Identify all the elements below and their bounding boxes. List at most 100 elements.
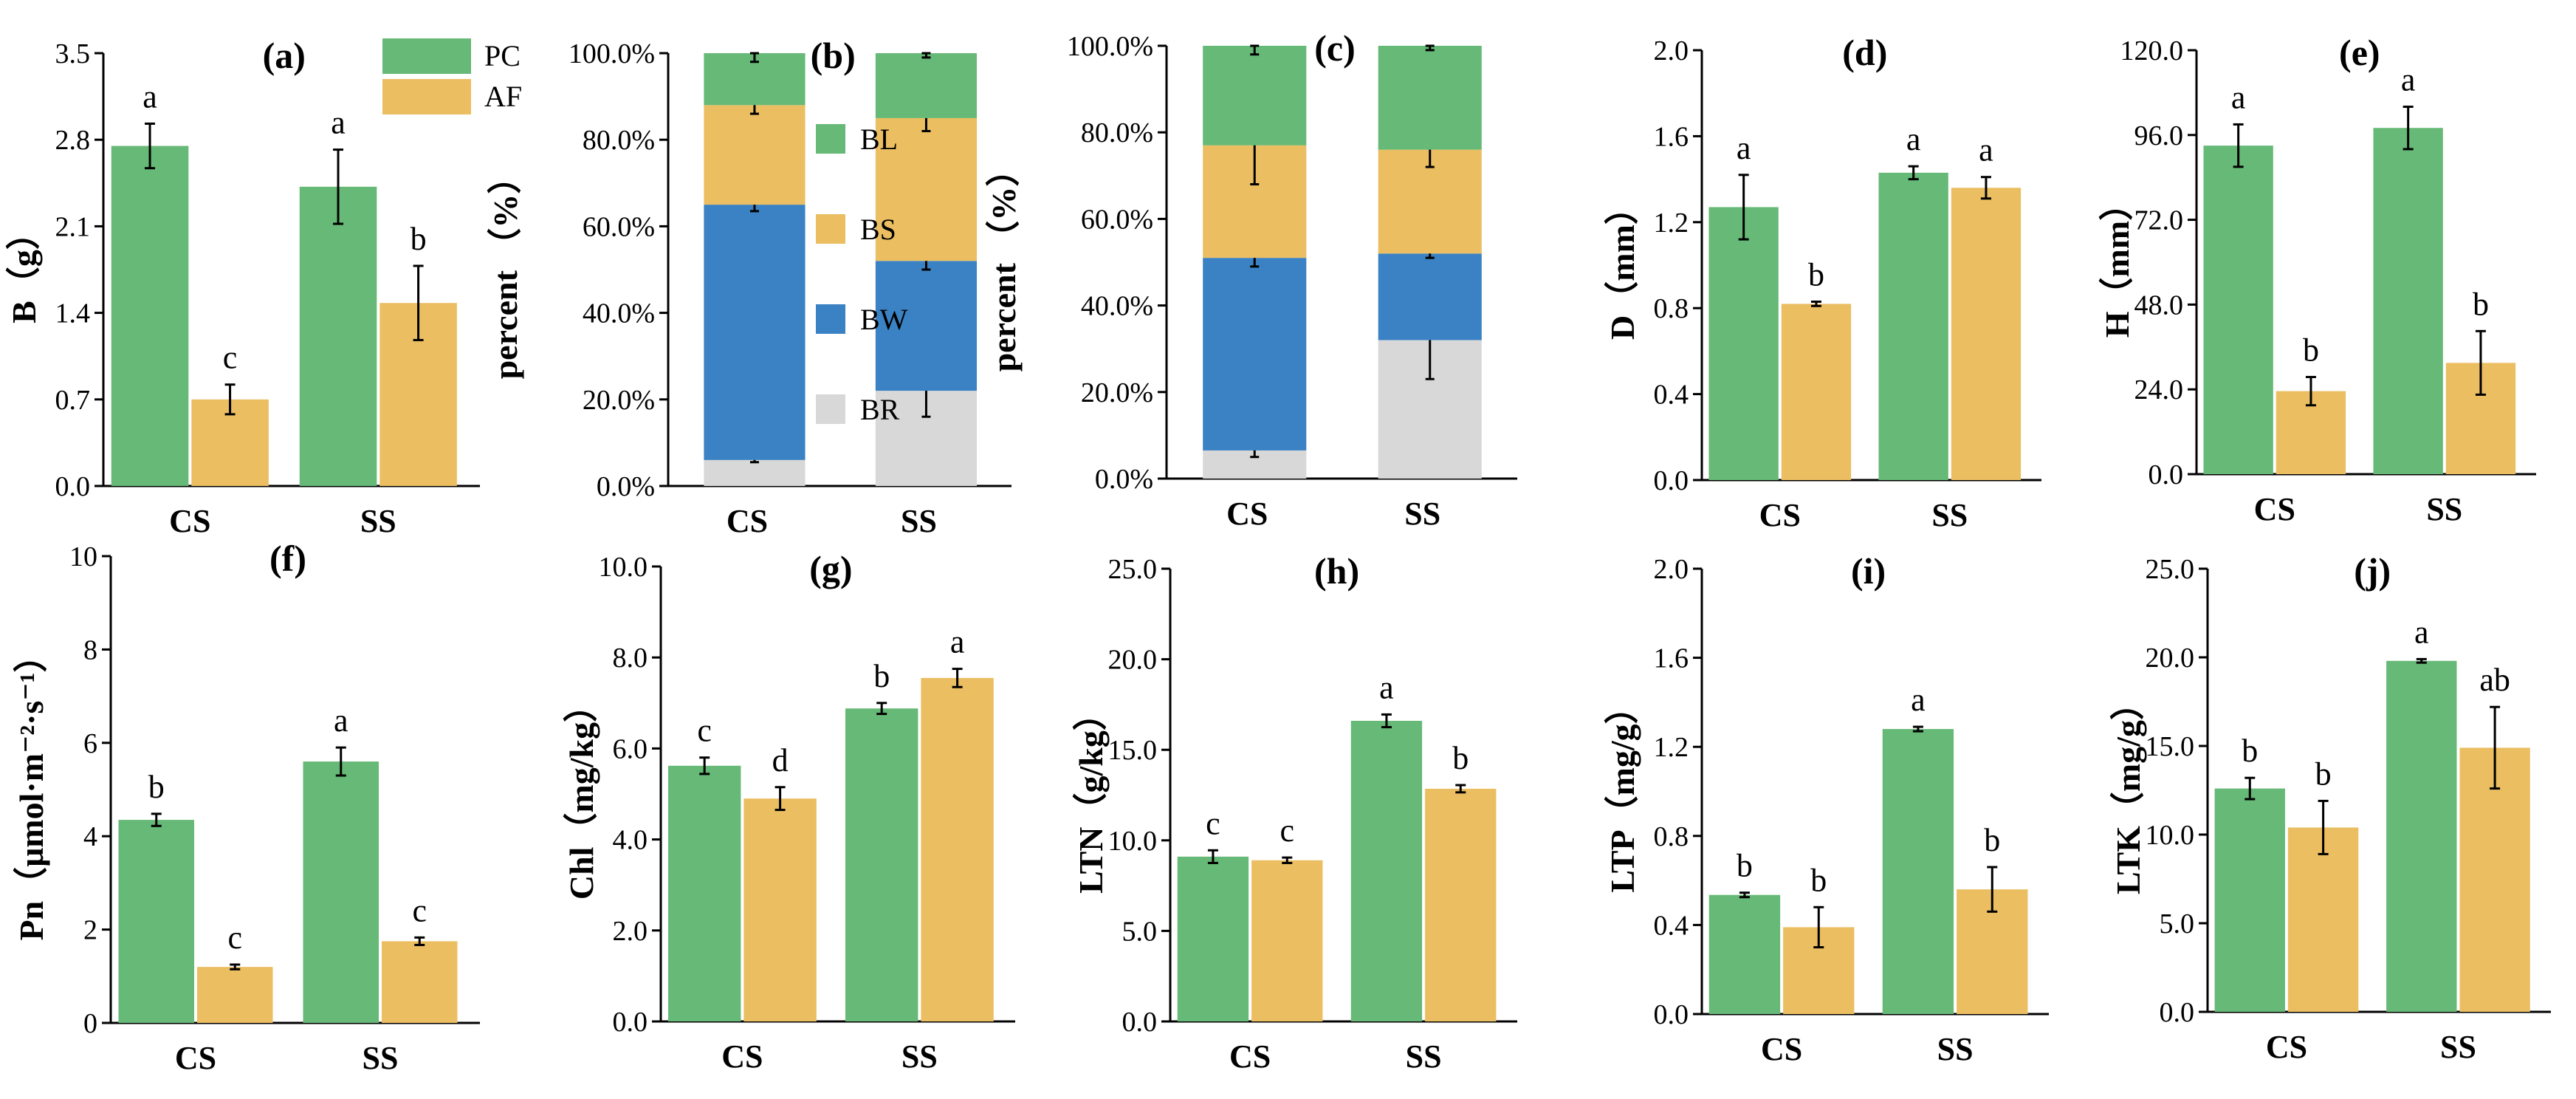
panel-label: (i) <box>1851 550 1886 592</box>
y-tick-label: 24.0 <box>2134 374 2184 405</box>
y-tick-label: 48.0 <box>2134 290 2184 321</box>
significance-letter: ab <box>2479 662 2510 698</box>
legend-swatch-bs <box>816 214 845 244</box>
significance-letter: a <box>2231 79 2246 115</box>
bar-pc <box>668 765 741 1021</box>
y-tick-label: 80.0% <box>1081 117 1153 148</box>
panel-label: (g) <box>809 548 852 589</box>
x-category-label: CS <box>721 1038 763 1075</box>
y-tick-label: 0.7 <box>55 385 91 416</box>
y-tick-label: 10 <box>69 541 97 572</box>
y-tick-label: 0.0 <box>1654 999 1689 1030</box>
y-tick-label: 2.8 <box>55 125 91 156</box>
y-tick-label: 0.0 <box>2149 459 2184 490</box>
significance-letter: b <box>1810 862 1827 898</box>
y-axis-label: LTP（mg/g） <box>1604 690 1641 892</box>
significance-letter: b <box>148 769 165 805</box>
bar-pc <box>1882 729 1954 1014</box>
y-tick-label: 60.0% <box>1081 204 1153 235</box>
y-tick-label: 6.0 <box>613 733 648 764</box>
y-tick-label: 6 <box>83 728 97 759</box>
significance-letter: b <box>1452 740 1469 776</box>
chart-panel-c: 0.0% 20.0% 40.0% 60.0% 80.0% 100.0% percent （%… <box>985 27 1517 532</box>
chart-panel-d: 0.0 0.4 0.8 1.2 1.6 2.0 D（mm） (d) CS SS a a b a <box>1604 32 2041 533</box>
x-category-label: SS <box>1404 496 1440 532</box>
significance-letter: c <box>697 713 712 749</box>
y-tick-label: 0.0% <box>597 471 655 502</box>
y-tick-label: 10.0 <box>1108 826 1158 857</box>
x-category-label: SS <box>1937 1031 1974 1067</box>
panel-label: (b) <box>811 35 856 76</box>
legend-label: BL <box>860 123 898 156</box>
significance-letter: a <box>950 624 965 660</box>
y-tick-label: 1.2 <box>1654 732 1689 763</box>
stack-segment-bw <box>1378 253 1482 340</box>
bar-pc <box>1708 894 1781 1014</box>
significance-letter: d <box>772 742 789 778</box>
y-tick-label: 20.0% <box>583 385 655 416</box>
chart-panel-a: 0.0 0.7 1.4 2.1 2.8 3.5 B（g） (a) CS SS a a c b PC AF <box>5 35 522 539</box>
x-category-label: CS <box>1759 497 1801 533</box>
x-category-label: SS <box>901 1038 938 1075</box>
significance-letter: c <box>412 892 427 928</box>
y-tick-label: 8.0 <box>613 643 648 674</box>
y-tick-label: 0 <box>83 1008 97 1039</box>
y-tick-label: 60.0% <box>583 211 655 242</box>
stack-segment-bw <box>704 205 806 460</box>
x-category-label: CS <box>1229 1038 1271 1075</box>
significance-letter: b <box>2303 332 2319 368</box>
panel-label: (c) <box>1314 27 1356 69</box>
y-tick-label: 20.0% <box>1081 377 1153 408</box>
y-tick-label: 2.0 <box>1654 35 1689 66</box>
significance-letter: b <box>2473 286 2489 322</box>
y-tick-label: 25.0 <box>2146 554 2195 585</box>
panel-label: (j) <box>2354 550 2391 592</box>
significance-letter: c <box>1280 812 1295 849</box>
y-tick-label: 72.0 <box>2134 205 2184 236</box>
significance-letter: c <box>223 340 238 376</box>
x-category-label: CS <box>1761 1031 1802 1067</box>
y-tick-label: 2.0 <box>613 916 648 947</box>
legend-swatch-br <box>816 394 845 424</box>
y-tick-label: 1.6 <box>1654 643 1689 674</box>
x-category-label: CS <box>2254 491 2295 527</box>
y-tick-label: 25.0 <box>1108 554 1158 585</box>
x-category-label: CS <box>175 1040 216 1076</box>
bar-pc <box>299 186 377 486</box>
significance-letter: a <box>1906 121 1921 157</box>
bar-pc <box>2214 788 2285 1012</box>
chart-panel-e: 0.0 24.0 48.0 72.0 96.0 120.0 H（mm） (e) CS SS a a b b <box>2098 32 2536 527</box>
bar-af <box>2459 747 2530 1012</box>
bar-pc <box>1177 856 1249 1021</box>
y-axis-label: Chl（mg/kg） <box>563 688 600 900</box>
stack-segment-bl <box>875 53 978 118</box>
y-tick-label: 1.2 <box>1654 208 1689 239</box>
legend: PC AF <box>382 38 522 114</box>
bar-pc <box>111 145 189 487</box>
y-tick-label: 0.4 <box>1654 380 1689 411</box>
panel-label: (e) <box>2339 32 2380 73</box>
bar-pc <box>2373 128 2443 474</box>
y-axis-label: percent （%） <box>985 153 1023 372</box>
chart-panel-i: 0.0 0.4 0.8 1.2 1.6 2.0 LTP（mg/g） (i) CS SS b a b b <box>1604 550 2049 1067</box>
y-tick-label: 2 <box>83 915 97 946</box>
y-tick-label: 5.0 <box>2160 908 2195 939</box>
significance-letter: b <box>2242 733 2258 769</box>
stack-segment-br <box>704 459 806 486</box>
stack-segment-bs <box>704 105 806 205</box>
bar-af <box>1781 304 1852 480</box>
legend-label: PC <box>484 39 521 72</box>
bar-pc <box>1878 172 1948 480</box>
x-category-label: SS <box>2426 491 2462 527</box>
y-axis-label: LTN（g/kg） <box>1072 696 1110 894</box>
y-tick-label: 20.0 <box>2146 643 2195 674</box>
x-category-label: CS <box>1226 496 1268 532</box>
panel-label: (f) <box>269 538 306 579</box>
significance-letter: a <box>1737 130 1751 166</box>
bar-af <box>1425 788 1497 1021</box>
bar-af <box>1951 188 2022 481</box>
y-tick-label: 1.6 <box>1654 121 1689 152</box>
bar-pc <box>303 761 379 1023</box>
y-tick-label: 0.0 <box>1654 465 1689 496</box>
